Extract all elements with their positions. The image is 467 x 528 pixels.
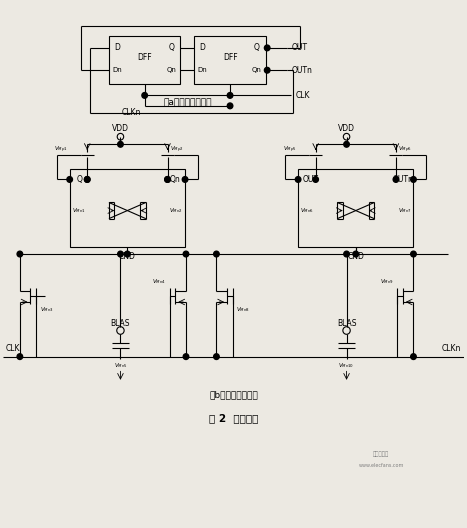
Text: $V_{Mp5}$: $V_{Mp5}$ <box>283 145 296 155</box>
Circle shape <box>344 142 349 147</box>
Circle shape <box>410 354 416 360</box>
Circle shape <box>182 176 188 182</box>
Text: Q: Q <box>254 43 260 52</box>
Text: D: D <box>200 43 205 52</box>
Text: $V_{Mn1}$: $V_{Mn1}$ <box>72 206 85 215</box>
Text: $V_{Mn9}$: $V_{Mn9}$ <box>380 277 394 286</box>
Circle shape <box>85 176 90 182</box>
Text: $V_{Mn4}$: $V_{Mn4}$ <box>152 277 166 286</box>
Text: $V_{Mn6}$: $V_{Mn6}$ <box>300 206 314 215</box>
Text: D: D <box>114 43 120 52</box>
Circle shape <box>85 176 90 182</box>
Text: $V_{Mn3}$: $V_{Mn3}$ <box>40 305 53 314</box>
Text: 图 2  二分频器: 图 2 二分频器 <box>209 413 258 423</box>
Text: CND: CND <box>347 252 364 261</box>
Text: $V_{Mp6}$: $V_{Mp6}$ <box>398 145 412 155</box>
Text: CLK: CLK <box>6 344 21 353</box>
Text: （a）二分频器框图: （a）二分频器框图 <box>163 98 212 107</box>
Text: OUTn: OUTn <box>393 175 414 184</box>
Text: www.elecfans.com: www.elecfans.com <box>359 464 404 468</box>
Bar <box>298 169 413 248</box>
Circle shape <box>214 251 219 257</box>
Text: $V_{Mn5}$: $V_{Mn5}$ <box>113 361 127 370</box>
Circle shape <box>125 251 130 257</box>
Circle shape <box>214 354 219 360</box>
Text: OUT: OUT <box>303 175 319 184</box>
Circle shape <box>183 251 189 257</box>
Text: $V_{Mp2}$: $V_{Mp2}$ <box>170 145 184 155</box>
Text: （b）二分器的电路: （b）二分器的电路 <box>209 390 258 399</box>
Text: VDD: VDD <box>112 124 129 133</box>
Circle shape <box>67 176 72 182</box>
Circle shape <box>118 142 123 147</box>
Circle shape <box>410 251 416 257</box>
Text: Dn: Dn <box>113 67 122 73</box>
Text: $V_{Mn8}$: $V_{Mn8}$ <box>236 305 250 314</box>
Text: OUTn: OUTn <box>291 65 312 75</box>
Circle shape <box>227 92 233 98</box>
Circle shape <box>393 176 399 182</box>
Text: VDD: VDD <box>338 124 355 133</box>
Text: $V_{Mn2}$: $V_{Mn2}$ <box>169 206 183 215</box>
Circle shape <box>17 251 22 257</box>
Circle shape <box>142 92 148 98</box>
Circle shape <box>227 103 233 109</box>
Text: $V_{Mn10}$: $V_{Mn10}$ <box>339 361 354 370</box>
Text: Q: Q <box>77 175 83 184</box>
Text: CLKn: CLKn <box>442 344 461 353</box>
Text: $V_{Mn7}$: $V_{Mn7}$ <box>397 206 411 215</box>
Text: Dn: Dn <box>198 67 207 73</box>
Circle shape <box>264 45 270 51</box>
Circle shape <box>295 176 301 182</box>
Text: Qn: Qn <box>166 67 176 73</box>
Bar <box>109 36 180 83</box>
Text: OUT: OUT <box>291 43 307 52</box>
Circle shape <box>353 251 359 257</box>
Circle shape <box>344 251 349 257</box>
Text: Qn: Qn <box>170 175 180 184</box>
Text: CND: CND <box>119 252 136 261</box>
Circle shape <box>264 68 270 73</box>
Text: BLAS: BLAS <box>337 319 356 328</box>
Text: CLKn: CLKn <box>121 108 141 117</box>
Circle shape <box>118 251 123 257</box>
Circle shape <box>410 176 416 182</box>
Text: Qn: Qn <box>252 67 262 73</box>
Circle shape <box>165 176 170 182</box>
Bar <box>194 36 266 83</box>
Circle shape <box>313 176 318 182</box>
Bar <box>70 169 185 248</box>
Circle shape <box>17 354 22 360</box>
Circle shape <box>183 354 189 360</box>
Text: BLAS: BLAS <box>111 319 130 328</box>
Text: DFF: DFF <box>138 53 152 62</box>
Text: 电子发烧友: 电子发烧友 <box>373 451 389 457</box>
Text: $V_{Mp1}$: $V_{Mp1}$ <box>54 145 68 155</box>
Circle shape <box>165 176 170 182</box>
Text: Q: Q <box>168 43 174 52</box>
Text: CLK: CLK <box>296 91 310 100</box>
Text: DFF: DFF <box>223 53 238 62</box>
